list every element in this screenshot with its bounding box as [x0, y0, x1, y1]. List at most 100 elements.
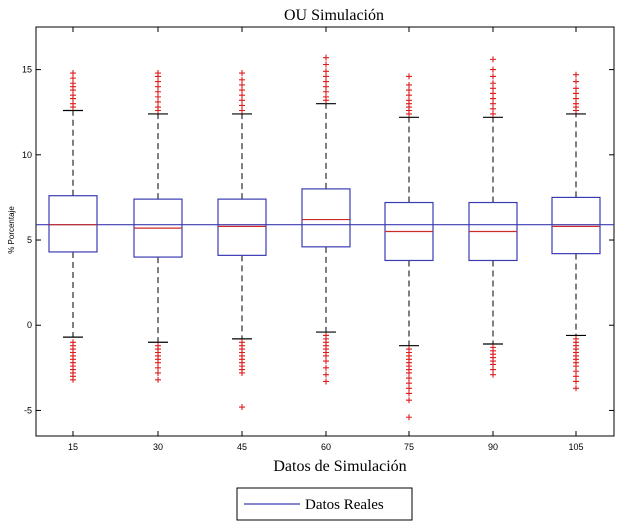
box-60 — [301, 54, 351, 385]
outlier-point — [323, 364, 329, 371]
outlier-point — [406, 73, 412, 80]
box-75 — [384, 73, 434, 421]
outlier-point — [406, 369, 412, 376]
outlier-point — [573, 368, 579, 375]
outlier-point — [490, 90, 496, 97]
x-tick-label: 75 — [404, 442, 414, 452]
outlier-point — [323, 378, 329, 385]
x-tick-label: 105 — [568, 442, 583, 452]
outlier-point — [573, 100, 579, 107]
outlier-point — [490, 100, 496, 107]
outlier-point — [573, 378, 579, 385]
outlier-point — [490, 56, 496, 63]
outlier-point — [573, 363, 579, 370]
outlier-point — [573, 85, 579, 92]
outlier-point — [406, 92, 412, 99]
outlier-point — [406, 375, 412, 382]
y-tick-label: 5 — [27, 235, 32, 245]
outlier-point — [406, 380, 412, 387]
outlier-point — [239, 87, 245, 94]
box-iqr — [217, 198, 267, 256]
outlier-point — [573, 90, 579, 97]
outlier-point — [239, 76, 245, 83]
outlier-point — [323, 68, 329, 75]
outlier-point — [239, 102, 245, 109]
x-tick-label: 15 — [68, 442, 78, 452]
outlier-point — [406, 390, 412, 397]
outlier-point — [155, 98, 161, 105]
outlier-point — [406, 81, 412, 88]
y-tick-label: 15 — [22, 65, 32, 75]
outlier-point — [490, 95, 496, 102]
outlier-point — [155, 93, 161, 100]
outlier-point — [490, 105, 496, 112]
outlier-point — [573, 385, 579, 392]
outlier-point — [490, 85, 496, 92]
legend-label-datos-reales: Datos Reales — [305, 497, 384, 513]
outlier-point — [155, 376, 161, 383]
outlier-point — [323, 83, 329, 90]
y-tick-label: 0 — [27, 320, 32, 330]
outlier-point — [490, 80, 496, 87]
outlier-point — [239, 97, 245, 104]
outlier-point — [155, 369, 161, 376]
outlier-point — [323, 73, 329, 80]
outlier-point — [239, 369, 245, 376]
outlier-point — [70, 376, 76, 383]
outlier-point — [406, 97, 412, 104]
y-tick-label: -5 — [24, 405, 32, 415]
outlier-point — [239, 92, 245, 99]
box-90 — [468, 56, 518, 378]
outlier-point — [406, 87, 412, 94]
legend: Datos Reales — [236, 487, 413, 521]
outlier-point — [239, 70, 245, 77]
x-tick-label: 30 — [153, 442, 163, 452]
outlier-point — [323, 93, 329, 100]
outlier-point — [239, 107, 245, 114]
outlier-point — [323, 352, 329, 359]
outlier-point — [155, 104, 161, 111]
outlier-point — [490, 73, 496, 80]
box-iqr — [301, 188, 351, 248]
box-30 — [133, 70, 183, 383]
outlier-point — [323, 358, 329, 365]
outlier-point — [239, 81, 245, 88]
box-iqr — [48, 195, 98, 253]
x-tick-label: 90 — [488, 442, 498, 452]
box-15 — [48, 70, 98, 383]
outlier-point — [406, 397, 412, 404]
outlier-point — [239, 404, 245, 411]
outlier-point — [155, 78, 161, 85]
outlier-point — [490, 66, 496, 73]
outlier-point — [490, 361, 496, 368]
y-axis-label: % Porcentaje — [7, 206, 16, 254]
x-tick-label: 60 — [321, 442, 331, 452]
outlier-point — [155, 88, 161, 95]
outlier-point — [70, 80, 76, 87]
box-iqr — [551, 196, 601, 255]
box-105 — [551, 71, 601, 392]
outlier-point — [155, 359, 161, 366]
outlier-point — [155, 364, 161, 371]
outlier-point — [70, 75, 76, 82]
outlier-point — [490, 371, 496, 378]
outlier-point — [406, 385, 412, 392]
outlier-point — [490, 110, 496, 117]
outlier-point — [406, 414, 412, 421]
outlier-point — [323, 61, 329, 68]
outlier-point — [70, 92, 76, 99]
outlier-point — [323, 88, 329, 95]
chart-title: OU Simulación — [284, 7, 384, 24]
outlier-point — [155, 70, 161, 77]
outlier-point — [70, 70, 76, 77]
outlier-point — [573, 71, 579, 78]
x-tick-label: 45 — [237, 442, 247, 452]
outlier-point — [323, 78, 329, 85]
outlier-point — [155, 83, 161, 90]
outlier-point — [323, 54, 329, 61]
outlier-point — [573, 78, 579, 85]
y-tick-label: 10 — [22, 150, 32, 160]
x-axis-label: Datos de Simulación — [273, 458, 406, 475]
outlier-point — [573, 95, 579, 102]
